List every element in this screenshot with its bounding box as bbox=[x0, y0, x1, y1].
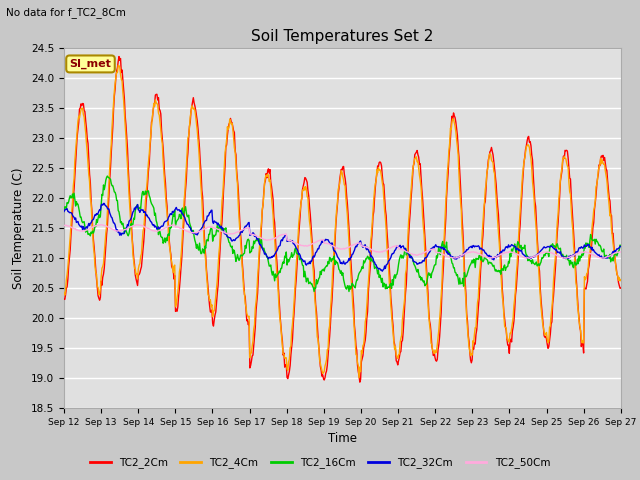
X-axis label: Time: Time bbox=[328, 432, 357, 445]
Text: SI_met: SI_met bbox=[70, 59, 111, 69]
Title: Soil Temperatures Set 2: Soil Temperatures Set 2 bbox=[252, 29, 433, 44]
Text: No data for f_TC2_8Cm: No data for f_TC2_8Cm bbox=[6, 7, 126, 18]
Legend: TC2_2Cm, TC2_4Cm, TC2_16Cm, TC2_32Cm, TC2_50Cm: TC2_2Cm, TC2_4Cm, TC2_16Cm, TC2_32Cm, TC… bbox=[86, 453, 554, 472]
Y-axis label: Soil Temperature (C): Soil Temperature (C) bbox=[12, 167, 26, 289]
